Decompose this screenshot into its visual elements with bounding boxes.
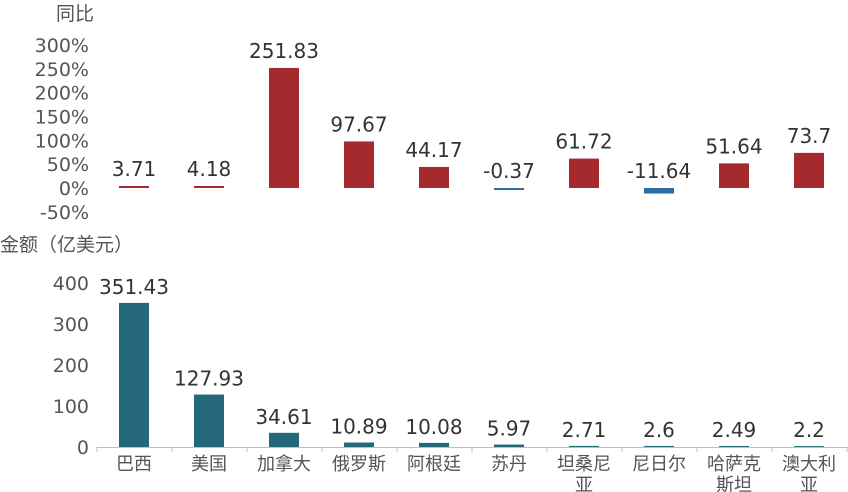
x-category-label: 澳大利 [782, 454, 836, 475]
bottom-data-label: 10.08 [405, 415, 462, 439]
bottom-y-axis-title: 金额（亿美元） [0, 234, 133, 256]
bottom-bar [119, 302, 149, 447]
top-data-label: 44.17 [405, 138, 462, 162]
top-data-label: 251.83 [249, 39, 319, 63]
x-category-label: 俄罗斯 [332, 454, 386, 475]
top-bar [119, 186, 149, 188]
top-y-tick-label: 300% [35, 35, 89, 57]
top-data-label: 97.67 [330, 112, 387, 136]
bottom-y-tick-label: 300 [53, 314, 89, 336]
bottom-data-label: 2.71 [562, 418, 607, 442]
bottom-bar [494, 444, 524, 447]
bottom-bar [644, 445, 674, 447]
top-y-tick-label: 150% [35, 107, 89, 129]
x-category-label: 亚 [575, 475, 593, 492]
top-y-tick-label: 200% [35, 83, 89, 105]
top-bar [344, 141, 374, 188]
top-bar [644, 188, 674, 194]
x-category-label: 坦桑尼 [557, 454, 611, 475]
top-bar [569, 158, 599, 188]
amount-bar-chart: 400 300 200 100 0 351.43 127.93 34.61 10.89 10.08… [53, 273, 848, 492]
top-bar [269, 67, 299, 188]
bottom-y-tick-label: 100 [53, 396, 89, 418]
top-y-tick-label: 0% [59, 178, 89, 200]
top-data-label: 51.64 [705, 134, 762, 158]
bottom-data-label: 34.61 [255, 405, 312, 429]
top-data-label: -0.37 [483, 159, 535, 183]
x-category-label: 斯坦 [716, 475, 752, 492]
bottom-data-label: 10.89 [330, 415, 387, 439]
top-data-label: 61.72 [555, 130, 612, 154]
bottom-bar [194, 394, 224, 447]
bottom-bar [794, 446, 824, 447]
bottom-data-label: 2.6 [643, 418, 675, 442]
bottom-y-tick-label: 400 [53, 273, 89, 295]
x-category-label: 巴西 [116, 454, 152, 475]
top-bar [194, 186, 224, 188]
top-y-tick-label: 250% [35, 59, 89, 81]
x-category-label: 美国 [191, 454, 227, 475]
bottom-data-label: 351.43 [99, 275, 169, 299]
bottom-data-label: 2.2 [793, 418, 825, 442]
x-category-label: 尼日尔 [632, 454, 686, 475]
top-data-label: -11.64 [627, 159, 691, 183]
top-data-label: 4.18 [187, 157, 232, 181]
bottom-bar [719, 445, 749, 447]
x-category-label: 加拿大 [257, 453, 311, 475]
x-category-label: 哈萨克 [707, 454, 761, 475]
bottom-y-tick-label: 200 [53, 355, 89, 377]
top-y-tick-label: 50% [47, 154, 89, 176]
yoy-bar-chart: 300%250%200%150%100%50%0%-50% 3.71 4.18 251… [35, 35, 832, 224]
top-bar [794, 152, 824, 188]
bottom-bar [569, 445, 599, 447]
top-data-label: 3.71 [112, 157, 157, 181]
bottom-bar [269, 432, 299, 447]
bottom-bar [419, 442, 449, 447]
top-bar [419, 166, 449, 188]
bottom-bar [344, 442, 374, 447]
bottom-y-tick-label: 0 [77, 437, 89, 459]
x-category-label: 苏丹 [491, 454, 527, 475]
top-y-axis-title: 同比 [56, 3, 94, 25]
x-category-label: 亚 [800, 475, 818, 492]
x-category-label: 阿根廷 [407, 454, 461, 475]
top-y-tick-label: -50% [40, 202, 89, 224]
top-data-label: 73.7 [787, 124, 832, 148]
bottom-data-label: 127.93 [174, 367, 244, 391]
bottom-data-label: 2.49 [712, 418, 757, 442]
bottom-data-label: 5.97 [487, 417, 532, 441]
top-y-tick-label: 100% [35, 130, 89, 152]
top-bar [719, 163, 749, 188]
top-bar [494, 188, 524, 190]
